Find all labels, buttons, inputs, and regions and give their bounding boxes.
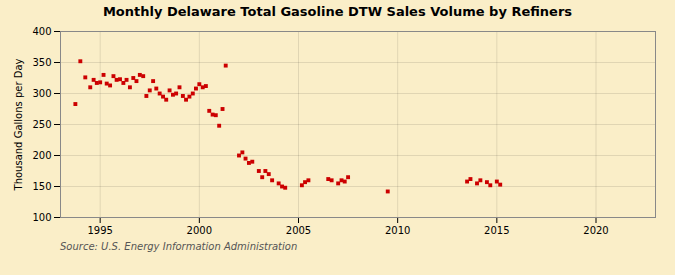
svg-text:400: 400: [32, 26, 51, 37]
svg-text:100: 100: [32, 212, 51, 223]
svg-text:350: 350: [32, 57, 51, 68]
svg-text:300: 300: [32, 88, 51, 99]
svg-text:Thousand Gallons per Day: Thousand Gallons per Day: [13, 58, 24, 191]
svg-text:1995: 1995: [87, 225, 112, 236]
svg-text:2005: 2005: [286, 225, 311, 236]
html-text:Monthly Delaware Total Gasolin: Monthly Delaware Total Gasoline DTW Sale…: [102, 4, 573, 19]
html-text:Source: U.S. Energy Informatio: Source: U.S. Energy Information Administ…: [60, 241, 298, 252]
svg-text:200: 200: [32, 150, 51, 161]
svg-text:2000: 2000: [187, 225, 212, 236]
svg-text:150: 150: [32, 181, 51, 192]
svg-text:2010: 2010: [385, 225, 410, 236]
svg-text:2020: 2020: [583, 225, 608, 236]
svg-text:250: 250: [32, 119, 51, 130]
svg-text:2015: 2015: [484, 225, 509, 236]
